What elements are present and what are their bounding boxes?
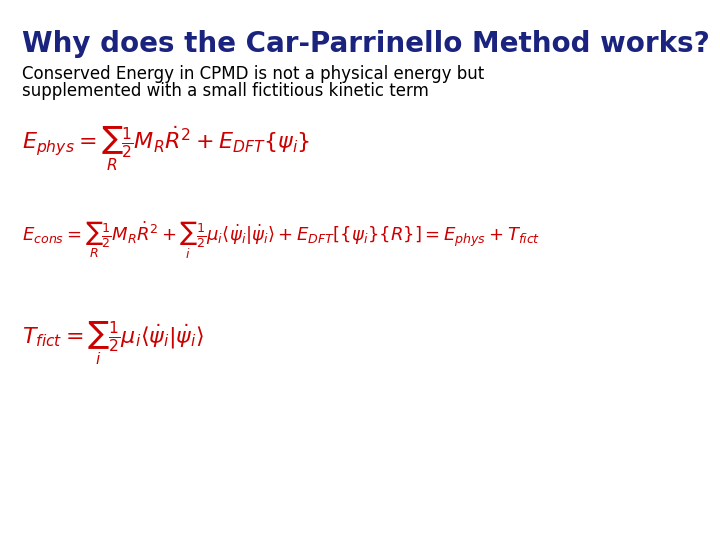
Text: Why does the Car-Parrinello Method works?: Why does the Car-Parrinello Method works…	[22, 30, 710, 58]
Text: $T_{fict} = \sum_{i} \frac{1}{2} \mu_i \langle \dot{\psi}_i | \dot{\psi}_i \rang: $T_{fict} = \sum_{i} \frac{1}{2} \mu_i \…	[22, 320, 204, 367]
Text: $E_{cons} = \sum_{R} \frac{1}{2} M_R \dot{R}^2 + \sum_{i} \frac{1}{2} \mu_i \lan: $E_{cons} = \sum_{R} \frac{1}{2} M_R \do…	[22, 220, 540, 261]
Text: Conserved Energy in CPMD is not a physical energy but: Conserved Energy in CPMD is not a physic…	[22, 65, 485, 83]
Text: $E_{phys} = \sum_{R} \frac{1}{2} M_R \dot{R}^2 + E_{DFT}\{\psi_i\}$: $E_{phys} = \sum_{R} \frac{1}{2} M_R \do…	[22, 125, 310, 173]
Text: supplemented with a small fictitious kinetic term: supplemented with a small fictitious kin…	[22, 82, 429, 100]
